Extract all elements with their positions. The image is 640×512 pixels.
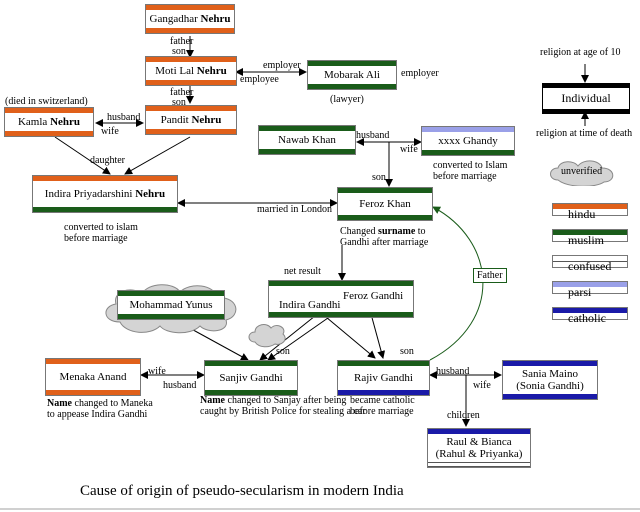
religion-death-bar — [146, 28, 234, 34]
person-name: Feroz Khan — [359, 198, 411, 210]
person-kamla-nehru[interactable]: Kamla Nehru — [4, 107, 94, 138]
person-feroz-gandhi: Feroz Gandhi — [343, 290, 404, 302]
label-wife-4: wife — [473, 380, 491, 391]
person-name: Rajiv Gandhi — [354, 372, 413, 384]
legend-age10-label: religion at age of 10 — [540, 47, 621, 58]
person-name: Moti Lal — [155, 65, 197, 77]
edge-kamla-indira — [54, 136, 111, 175]
label-married-london: married in London — [257, 204, 332, 215]
legend-label-confused: confused — [568, 259, 612, 273]
person-name: Sanjiv Gandhi — [219, 372, 283, 384]
person-name: Indira Priyadarshini — [44, 188, 136, 200]
person-name: Gangadhar — [149, 13, 201, 25]
person-mobarak-ali[interactable]: Mobarak Ali — [307, 60, 397, 91]
legend-swatch-muslim — [552, 229, 628, 242]
label-wife-3: wife — [148, 366, 166, 377]
note-menaka-name: Name changed to Maneka to appease Indira … — [47, 398, 153, 420]
person-sania-maino[interactable]: Sania Maino (Sonia Gandhi) — [502, 360, 598, 401]
legend-swatch-hindu — [552, 203, 628, 216]
label-died-switzerland: (died in switzerland) — [5, 96, 88, 107]
label-lawyer: (lawyer) — [330, 94, 364, 105]
note-sanjiv-name: Name changed to Sanjay after being caught… — [200, 395, 366, 417]
person-motilal-nehru[interactable]: Moti Lal Nehru — [145, 56, 237, 87]
person-nawab-khan[interactable]: Nawab Khan — [258, 125, 356, 156]
person-name: Menaka Anand — [59, 371, 127, 383]
note-indira-converted: converted to islam before marriage — [64, 222, 138, 244]
edge-indira-rajiv — [319, 311, 376, 359]
note-rajiv-catholic: became catholic before marriage — [350, 395, 415, 417]
person-alias: (Rahul & Priyanka) — [435, 448, 523, 461]
person-pandit-nehru[interactable]: Pandit Nehru — [145, 105, 237, 136]
label-son: son — [172, 46, 186, 57]
note-ghandy-converted: converted to Islam before marriage — [433, 160, 508, 182]
legend-swatch-catholic — [552, 307, 628, 320]
person-surname: Nehru — [196, 65, 227, 77]
label-wife-2: wife — [400, 144, 418, 155]
person-rajiv-gandhi[interactable]: Rajiv Gandhi — [337, 360, 430, 397]
label-husband-3: husband — [163, 380, 197, 391]
bottom-divider — [0, 508, 640, 510]
label-son-3: son — [372, 172, 386, 183]
label-employee: employee — [240, 74, 279, 85]
label-husband-4: husband — [436, 366, 470, 377]
label-employer: employer — [263, 60, 301, 71]
legend-label-catholic: catholic — [568, 311, 606, 325]
label-net-result: net result — [284, 266, 321, 277]
person-surname: Nehru — [191, 114, 222, 126]
note-feroz-surname: Changed surname to Gandhi after marriage — [340, 226, 429, 248]
person-name: Raul & Bianca — [446, 436, 512, 448]
label-wife: wife — [101, 126, 119, 137]
cloud-sanjiv — [248, 324, 286, 348]
person-sanjiv-gandhi[interactable]: Sanjiv Gandhi — [204, 360, 298, 397]
person-indira-gandhi: Indira Gandhi — [279, 299, 341, 311]
legend-unverified-label: unverified — [561, 166, 603, 177]
label-children: children — [447, 410, 480, 421]
person-name: Pandit — [160, 114, 192, 126]
person-raul-bianca[interactable]: Raul & Bianca (Rahul & Priyanka) — [427, 428, 531, 469]
person-surname: Nehru — [200, 13, 231, 25]
edge-pandit-indira — [124, 136, 191, 175]
label-daughter: daughter — [90, 155, 125, 166]
label-son-2: son — [172, 97, 186, 108]
edge-indira-sanjiv — [259, 311, 321, 361]
religion-age10-bar — [146, 5, 234, 10]
person-name: Mohammad Yunus — [129, 299, 213, 311]
label-husband: husband — [107, 112, 141, 123]
person-name: Sania Maino — [522, 368, 578, 380]
label-father: father — [170, 36, 194, 47]
person-indira-priyadarshini-nehru[interactable]: Indira Priyadarshini Nehru — [32, 175, 178, 214]
person-menaka-anand[interactable]: Menaka Anand — [45, 358, 141, 397]
legend-swatch-confused — [552, 255, 628, 268]
legend-label-hindu: hindu — [568, 207, 596, 221]
person-name: Mobarak Ali — [324, 69, 380, 81]
edge-father-arc — [429, 206, 484, 361]
person-feroz-khan[interactable]: Feroz Khan — [337, 187, 433, 222]
legend-label-muslim: muslim — [568, 233, 605, 247]
person-name: xxxx Ghandy — [438, 135, 498, 147]
legend-death-label: religion at time of death — [536, 128, 633, 139]
person-gangadhar-nehru[interactable]: Gangadhar Nehru — [145, 4, 235, 35]
person-surname: Nehru — [50, 116, 81, 128]
diagram-caption: Cause of origin of pseudo-secularism in … — [80, 483, 404, 499]
legend-individual: Individual — [542, 83, 630, 115]
person-name: Kamla — [17, 116, 51, 128]
person-alias: (Sonia Gandhi) — [516, 380, 584, 393]
legend-individual-label: Individual — [561, 91, 611, 105]
label-husband-2: husband — [356, 130, 390, 141]
legend-label-parsi: parsi — [568, 285, 592, 299]
person-name: Nawab Khan — [278, 134, 336, 146]
legend-swatch-parsi — [552, 281, 628, 294]
person-surname: Nehru — [135, 188, 166, 200]
label-father-2: father — [170, 87, 194, 98]
legend-cloud-unverified — [550, 160, 614, 186]
person-mohammad-yunus[interactable]: Mohammad Yunus — [117, 290, 225, 321]
label-employer-2: employer — [401, 68, 439, 79]
person-xxxx-ghandy[interactable]: xxxx Ghandy — [421, 126, 515, 157]
label-son-4: son — [276, 346, 290, 357]
net-result-couple[interactable]: Indira Gandhi Feroz Gandhi — [268, 280, 414, 318]
label-father-arc: Father — [473, 268, 507, 283]
label-son-5: son — [400, 346, 414, 357]
